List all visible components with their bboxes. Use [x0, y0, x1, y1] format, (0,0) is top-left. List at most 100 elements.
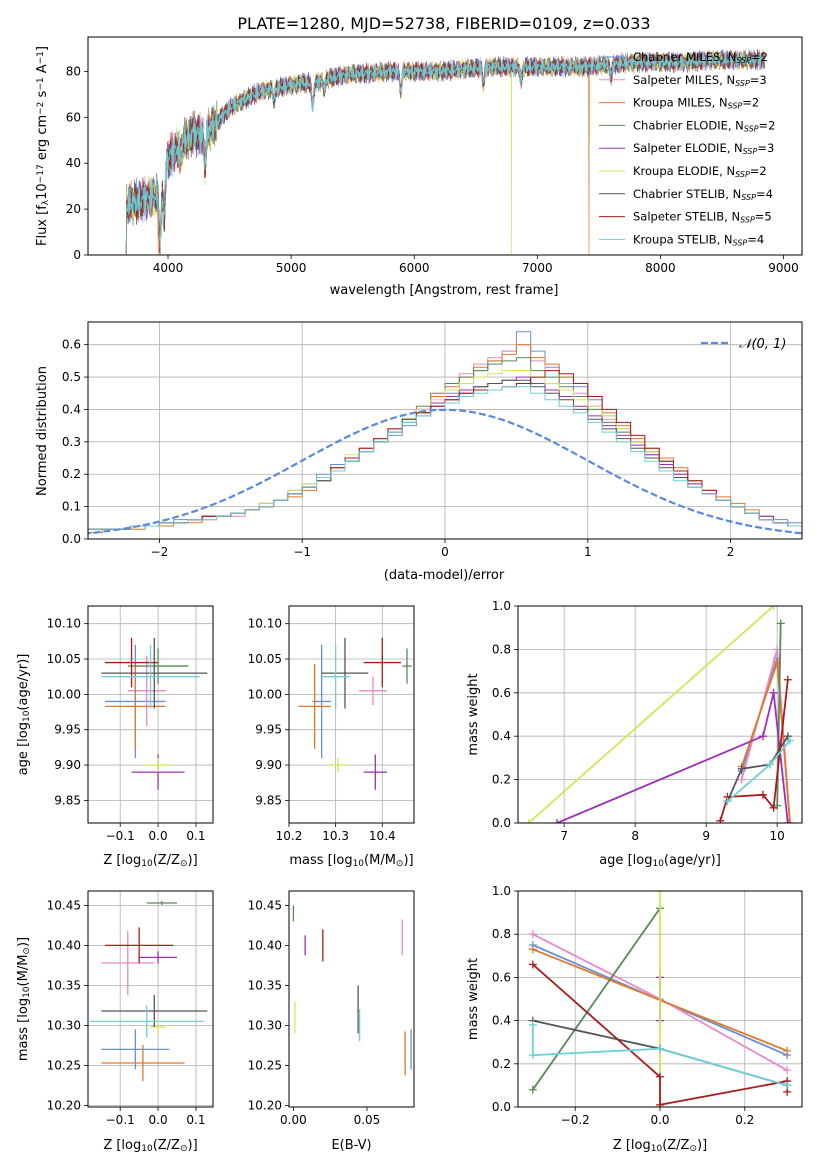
y-tick-label: 20 [66, 202, 81, 216]
y-tick-label: 10.05 [248, 652, 282, 666]
y-tick-label: 0.4 [62, 402, 81, 416]
y-axis-label-part: Flux [f [35, 205, 50, 246]
weight-marker-salpeter_stelib [656, 1072, 664, 1081]
y-tick-label: 80 [66, 64, 81, 78]
x-tick-label: −1 [293, 545, 311, 559]
y-tick-label: 40 [66, 156, 81, 170]
y-axis-label-part: 10 [22, 986, 32, 998]
weight-marker-kroupa_stelib [783, 1081, 792, 1090]
weight-marker-kroupa_elodie [656, 891, 664, 895]
x-tick-label: 7 [560, 829, 568, 843]
axes-frame [87, 36, 803, 256]
x-axis-label-part: 10 [353, 859, 365, 869]
plot-area-age_vs_z [101, 637, 208, 790]
x-axis-label-part: (Z/Z [153, 853, 180, 868]
weight-marker-kroupa_miles [785, 819, 794, 823]
x-tick-label: 0.1 [186, 829, 205, 843]
x-axis-label: age [log10(age/yr)] [599, 853, 721, 869]
legend-entry-label: Chabrier MILES, NSSP=2 [633, 50, 768, 65]
x-tick-label: 0.0 [650, 1113, 669, 1127]
x-axis-label-part: (Z/Z [662, 1138, 689, 1153]
y-axis-label: mass [log10(M/M⊙)] [16, 937, 32, 1061]
legend-entry-label: Chabrier ELODIE, NSSP=2 [633, 118, 775, 133]
x-tick-label: 9000 [768, 261, 799, 275]
weight-marker-kroupa_stelib [528, 1020, 537, 1029]
axes-spectrum: 4000 5000 6000 7000 8000 9000 0 20 40 60 80 wavelen… [35, 36, 803, 298]
axes-frame [288, 605, 415, 824]
x-axis-label-part: (Z/Z [153, 1138, 180, 1153]
y-axis-label-part: (M/M [16, 955, 31, 987]
axes-residuals: −2 −1 0 1 2 0.0 0.1 0.2 0.3 0.4 0.5 0.6 (data-model)… [35, 321, 803, 583]
plot-area-residuals [88, 331, 802, 535]
weight-marker-chabrier_stelib [783, 732, 792, 741]
x-axis-label-part: Z [log [103, 853, 141, 868]
y-tick-label: 10.00 [248, 687, 282, 701]
y-axis-label-part: erg cm [35, 115, 50, 164]
weight-marker-kroupa_stelib [785, 736, 794, 745]
axes-age_vs_z: −0.1 0.0 0.1 9.85 9.90 9.95 10.00 10.05 10.10 Z [… [16, 605, 214, 869]
x-axis-label-part: Z [log [103, 1138, 141, 1153]
y-tick-label: 1.0 [492, 599, 511, 613]
weight-marker-kroupa_miles [528, 945, 537, 954]
plot-area-weight_vs_z [528, 891, 792, 1107]
weight-marker-kroupa_stelib [656, 1044, 664, 1053]
y-axis-label-part: 10 [22, 710, 32, 722]
axes-weight_vs_z: −0.2 0.0 0.2 0.0 0.2 0.4 0.6 0.8 1.0 Z [log10(Z/Z… [466, 884, 803, 1154]
weight-line-kroupa_elodie [528, 606, 775, 823]
y-tick-label: 10.20 [248, 1098, 282, 1112]
weight-marker-salpeter_elodie [758, 732, 767, 741]
legend-entry-label: Chabrier STELIB, NSSP=4 [633, 187, 773, 202]
legend-subscript: SSP [743, 147, 758, 156]
weight-marker-salpeter_elodie [553, 819, 562, 823]
x-tick-label: 0.1 [186, 1113, 205, 1127]
x-axis-label-part: ⊙ [689, 1144, 697, 1154]
weight-line-chabrier_elodie [532, 907, 661, 1091]
x-tick-label: 0 [441, 545, 449, 559]
x-axis-label-part: )] [697, 1138, 707, 1153]
legend-nssp-value: =4 [747, 232, 764, 246]
y-axis-label: Flux [fλ10−17 erg cm−2 s−1 A−1] [35, 46, 51, 246]
figure-title: PLATE=1280, MJD=52738, FIBERID=0109, z=0… [237, 14, 650, 33]
plot-area-mass_vs_z [89, 901, 208, 1081]
x-axis-label-part: )] [403, 853, 413, 868]
y-tick-label: 9.95 [255, 723, 282, 737]
x-tick-label: −2 [151, 545, 169, 559]
x-tick-label: 10.4 [369, 829, 396, 843]
y-axis-label-part: )] [16, 937, 31, 947]
legend-entry-label: Salpeter STELIB, NSSP=5 [633, 210, 772, 225]
legend-subscript: SSP [744, 124, 759, 133]
y-tick-label: 0.2 [492, 773, 511, 787]
y-tick-label: 0.8 [492, 642, 511, 656]
x-axis-label-part: (age/yr)] [664, 853, 721, 868]
y-tick-label: 0.4 [492, 729, 511, 743]
y-axis-label-part: −17 [36, 164, 46, 183]
x-axis-label: E(B-V) [331, 1138, 371, 1153]
legend-series-name: Chabrier STELIB, N [633, 187, 741, 201]
y-tick-label: 10.45 [248, 898, 282, 912]
x-axis-label-part: ⊙ [396, 859, 404, 869]
legend-subscript: SSP [735, 170, 750, 179]
x-axis-label-part: mass [log [289, 853, 352, 868]
y-tick-label: 9.90 [255, 758, 282, 772]
weight-marker-salpeter_stelib [758, 790, 767, 799]
legend-nssp-value: =5 [755, 210, 772, 224]
y-tick-label: 9.85 [255, 793, 282, 807]
weight-marker-salpeter_stelib [769, 803, 778, 812]
y-axis-label-part: −1 [36, 77, 46, 90]
weight-line-kroupa_stelib [531, 1024, 788, 1087]
weight-marker-chabrier_elodie [776, 619, 785, 628]
legend-nssp-value: =2 [742, 96, 759, 110]
x-tick-label: 8000 [645, 261, 676, 275]
y-tick-label: 10.40 [47, 938, 81, 952]
x-axis-label-part: 10 [652, 859, 664, 869]
y-tick-label: 10.30 [47, 1018, 81, 1032]
weight-marker-salpeter_stelib [783, 675, 792, 684]
x-tick-label: −0.1 [106, 1113, 135, 1127]
y-tick-label: 9.90 [54, 758, 81, 772]
x-tick-label: 1 [584, 545, 592, 559]
gaussian-curve [88, 408, 802, 535]
spectrum-line-kroupa_stelib [125, 50, 766, 255]
x-tick-label: 9 [702, 829, 710, 843]
